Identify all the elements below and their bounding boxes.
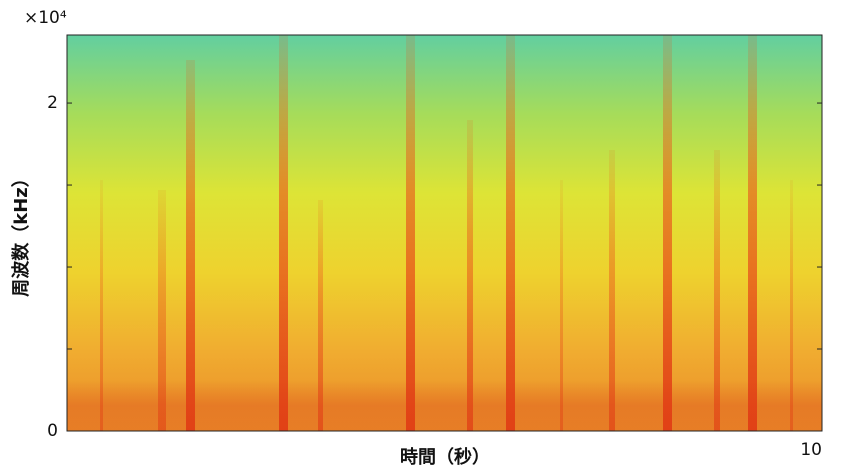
y-tick-label: 0 — [47, 421, 58, 441]
y-tick-label: 2 — [47, 93, 58, 113]
spectrogram — [67, 35, 822, 431]
y-axis-label: 周波数（kHz） — [10, 169, 32, 297]
y-offset-label: ×10⁴ — [24, 8, 67, 28]
chart: ×10⁴ 時間（秒） 周波数（kHz） 0 2 10 — [0, 0, 842, 470]
x-axis-label: 時間（秒） — [400, 446, 490, 468]
x-tick-label: 10 — [800, 440, 822, 460]
